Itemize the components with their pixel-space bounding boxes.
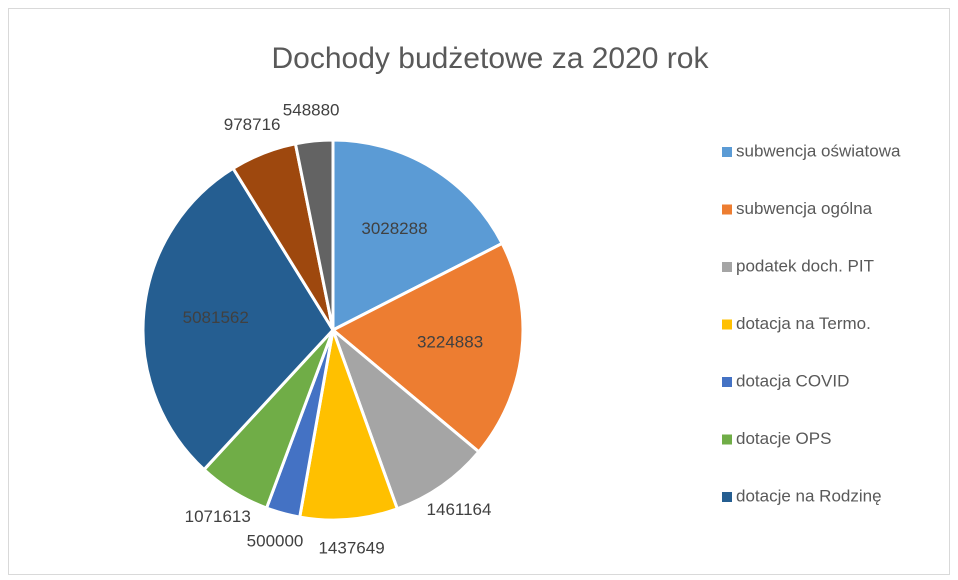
data-label: 978716 [224,115,281,134]
legend-swatch [722,262,732,272]
data-label: 5081562 [183,308,249,327]
pie-slice [331,138,505,333]
legend-label: dotacje OPS [736,429,831,448]
legend-swatch [722,319,732,330]
legend-label: dotacja COVID [736,371,849,390]
legend-swatch [722,377,732,387]
pie-slice [293,138,335,331]
pie-slice [297,324,400,522]
legend-label: dotacje na Rodzinę [736,486,882,505]
chart-title: Dochody budżetowe za 2020 rok [272,42,710,75]
pie-slice [141,166,335,472]
legend-label: dotacja na Termo. [736,314,871,333]
pie-slice [329,325,481,511]
legend-swatch [722,434,732,445]
data-label: 1461164 [427,500,492,519]
data-label: 3028288 [361,219,427,238]
legend-label: podatek doch. PIT [736,256,874,275]
legend-swatch [722,204,732,215]
legend-swatch [722,147,732,157]
pie-slice [330,241,525,454]
legend-label: subwencja ogólna [736,199,873,218]
data-label: 548880 [283,101,340,120]
data-label: 1071613 [185,507,251,526]
data-label: 1437649 [318,539,384,558]
data-label: 3224883 [417,333,483,352]
legend-swatch [722,492,732,502]
data-label: 500000 [247,532,304,551]
legend-label: subwencja oświatowa [736,141,901,160]
